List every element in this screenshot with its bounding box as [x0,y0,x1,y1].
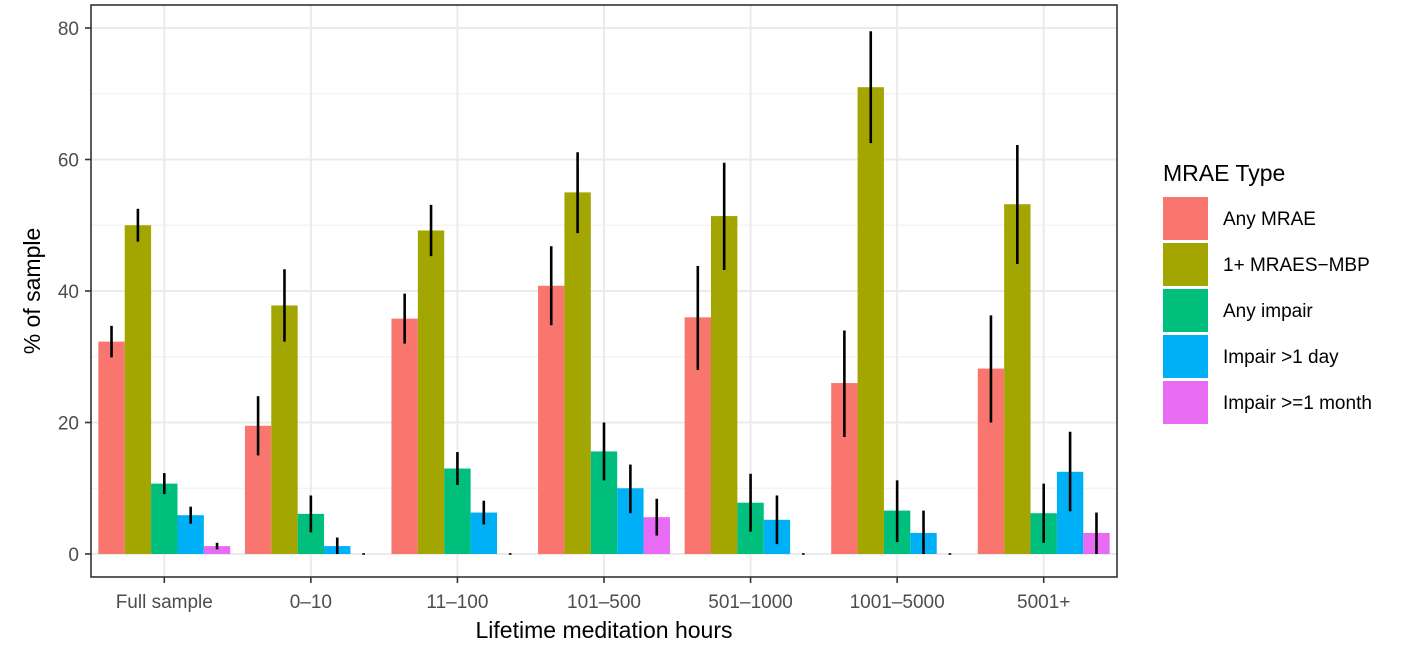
legend-label: Any MRAE [1223,209,1316,230]
legend-items: Any MRAE 1+ MRAES−MBP Any impair Impair >1 … [1163,197,1372,424]
x-tick-label: 11–100 [426,592,488,613]
bar [857,87,884,554]
x-tick-label: 0–10 [290,592,332,613]
legend-swatch [1163,289,1208,332]
bar [391,318,418,554]
legend-swatch [1163,197,1208,240]
bar [564,192,591,554]
x-tick-label: 1001–5000 [850,592,945,613]
legend: MRAE Type Any MRAE 1+ MRAES−MBP Any impair… [1163,160,1372,424]
y-tick-label: 0 [68,545,79,566]
y-tick-label: 60 [58,151,79,172]
bar [538,285,565,554]
bar [151,483,178,554]
bars [98,87,1110,554]
x-tick-label: 101–500 [567,592,641,613]
error-bars [110,31,1098,555]
legend-label: Impair >=1 month [1223,393,1372,414]
x-tick-label: Full sample [116,592,213,613]
x-axis: Full sample 0–10 11–100 101–500 501–1000 1001… [116,577,1070,613]
bar [98,341,125,554]
x-axis-title: Lifetime meditation hours [476,617,733,643]
legend-label: Any impair [1223,301,1313,322]
legend-title: MRAE Type [1163,160,1285,186]
y-tick-label: 40 [58,282,79,303]
bar [271,305,298,554]
bar [417,230,445,554]
y-tick-label: 80 [58,19,79,40]
bar [203,546,231,554]
y-tick-label: 20 [58,413,79,434]
legend-label: 1+ MRAES−MBP [1223,255,1370,276]
legend-swatch [1163,335,1208,378]
legend-label: Impair >1 day [1223,347,1339,368]
x-tick-label: 5001+ [1017,592,1070,613]
bar [710,216,738,554]
bar [124,225,152,554]
x-tick-label: 501–1000 [708,592,793,613]
y-axis: 0 20 40 60 80 [58,19,91,566]
legend-swatch [1163,243,1208,286]
y-axis-title: % of sample [19,228,45,355]
legend-swatch [1163,381,1208,424]
